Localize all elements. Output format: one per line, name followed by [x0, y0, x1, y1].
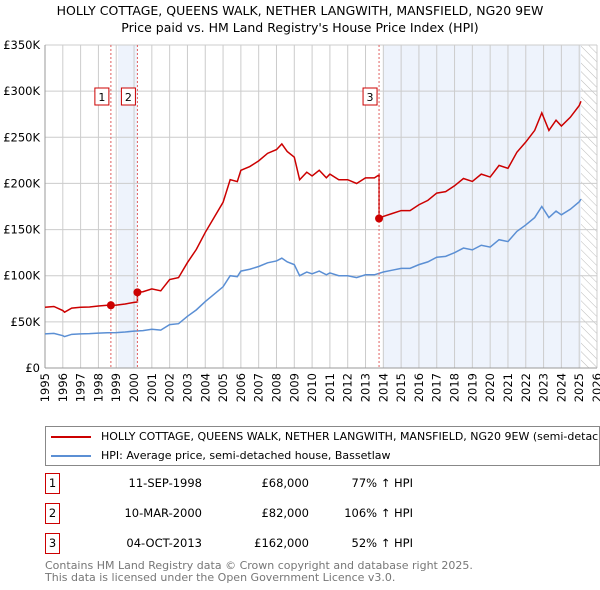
- x-tick-label: 2017: [430, 373, 444, 402]
- y-tick-label: £250K: [3, 130, 40, 144]
- x-tick-label: 1998: [91, 373, 105, 402]
- sale-hpi-change: 106% ↑ HPI: [344, 506, 413, 520]
- sale-number: 2: [45, 503, 60, 524]
- x-tick-label: 2013: [359, 373, 373, 402]
- legend-item-hpi: HPI: Average price, semi-detached house,…: [51, 448, 391, 464]
- forecast-hatch: [580, 45, 597, 368]
- x-tick-label: 2014: [376, 373, 390, 402]
- hpi-line: [44, 198, 582, 338]
- x-tick-label: 2026: [590, 373, 600, 402]
- x-tick-label: 2010: [305, 373, 319, 402]
- legend-item-property: HOLLY COTTAGE, QUEENS WALK, NETHER LANGW…: [51, 429, 599, 445]
- x-tick-label: 2012: [341, 373, 355, 402]
- sale-hpi-change: 77% ↑ HPI: [351, 476, 413, 490]
- sale-date: 11-SEP-1998: [128, 476, 202, 490]
- x-tick-label: 2021: [501, 373, 515, 402]
- y-tick-label: £100K: [3, 269, 40, 283]
- chart-subtitle: Price paid vs. HM Land Registry's House …: [121, 20, 479, 35]
- sale-row: 3 04-OCT-2013 £162,000 52% ↑ HPI: [45, 533, 413, 554]
- sale-label: 1: [98, 91, 105, 104]
- x-tick-label: 1996: [56, 373, 70, 402]
- sale-point: [106, 301, 115, 310]
- property-price-line: [44, 100, 582, 314]
- sale-date: 04-OCT-2013: [126, 536, 202, 550]
- legend-swatch-hpi: [51, 455, 91, 457]
- y-tick-label: £200K: [3, 176, 40, 190]
- sale-hpi-change: 52% ↑ HPI: [351, 536, 413, 550]
- sale-point: [375, 214, 384, 223]
- y-tick-label: £350K: [3, 38, 40, 52]
- x-tick-label: 2020: [483, 373, 497, 402]
- x-tick-label: 2008: [269, 373, 283, 402]
- y-tick-label: £0: [25, 361, 40, 375]
- sale-number: 3: [45, 533, 60, 554]
- sale-label-box: [120, 87, 136, 106]
- x-tick-label: 2018: [448, 373, 462, 402]
- footer-licence: This data is licensed under the Open Gov…: [45, 571, 396, 584]
- sale-point: [133, 288, 142, 297]
- x-tick-label: 2025: [572, 373, 586, 402]
- x-tick-label: 1999: [109, 373, 123, 402]
- sale-price: £162,000: [254, 536, 309, 550]
- footer-copyright: Contains HM Land Registry data © Crown c…: [45, 559, 473, 572]
- x-tick-label: 2019: [465, 373, 479, 402]
- sale-price: £82,000: [261, 506, 309, 520]
- x-tick-label: 2015: [394, 373, 408, 402]
- x-tick-label: 2006: [234, 373, 248, 402]
- chart-legend: HOLLY COTTAGE, QUEENS WALK, NETHER LANGW…: [45, 426, 600, 466]
- x-tick-label: 2009: [287, 373, 301, 402]
- legend-label-property: HOLLY COTTAGE, QUEENS WALK, NETHER LANGW…: [101, 430, 599, 443]
- x-tick-label: 1995: [38, 373, 52, 402]
- sale-price: £68,000: [261, 476, 309, 490]
- x-tick-label: 2004: [198, 373, 212, 402]
- x-tick-label: 2022: [519, 373, 533, 402]
- sale-row: 1 11-SEP-1998 £68,000 77% ↑ HPI: [45, 473, 413, 494]
- legend-swatch-property: [51, 436, 91, 438]
- x-tick-label: 2016: [412, 373, 426, 402]
- x-tick-label: 2000: [127, 373, 141, 402]
- x-tick-label: 2003: [180, 373, 194, 402]
- sale-label-box: [362, 87, 378, 106]
- sale-label-box: [94, 87, 110, 106]
- x-tick-label: 2002: [163, 373, 177, 402]
- chart-title: HOLLY COTTAGE, QUEENS WALK, NETHER LANGW…: [56, 3, 544, 18]
- sale-label: 3: [367, 91, 374, 104]
- legend-label-hpi: HPI: Average price, semi-detached house,…: [101, 449, 391, 462]
- price-chart: 1995 1996 1997 1998 1999 2000 2001 2002 2003 2004…: [3, 38, 600, 402]
- x-tick-label: 2001: [145, 373, 159, 402]
- y-tick-label: £150K: [3, 223, 40, 237]
- shaded-period: [383, 45, 581, 368]
- shaded-period: [118, 45, 138, 368]
- sale-row: 2 10-MAR-2000 £82,000 106% ↑ HPI: [45, 503, 413, 524]
- sale-label: 2: [125, 91, 132, 104]
- sale-number: 1: [45, 473, 60, 494]
- x-tick-label: 2024: [554, 373, 568, 402]
- y-tick-label: £300K: [3, 84, 40, 98]
- x-tick-label: 2005: [216, 373, 230, 402]
- x-tick-label: 2023: [537, 373, 551, 402]
- y-tick-label: £50K: [11, 315, 41, 329]
- sale-date: 10-MAR-2000: [124, 506, 202, 520]
- x-tick-label: 2011: [323, 373, 337, 402]
- x-tick-label: 2007: [252, 373, 266, 402]
- x-tick-label: 1997: [74, 373, 88, 402]
